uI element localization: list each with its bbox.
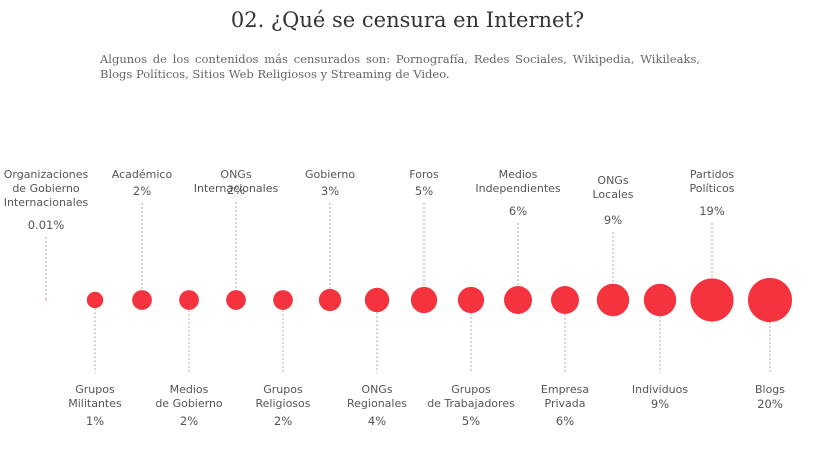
category-label: Regionales xyxy=(347,397,407,410)
bubble xyxy=(364,287,390,313)
category-label: Grupos xyxy=(263,383,303,396)
chart-title: 02. ¿Qué se censura en Internet? xyxy=(230,8,585,32)
bubble xyxy=(226,290,246,310)
category-label: Militantes xyxy=(68,397,122,410)
value-label: 19% xyxy=(699,204,725,218)
category-label: ONGs xyxy=(220,168,251,181)
category-label: Grupos xyxy=(75,383,115,396)
bubble xyxy=(179,290,199,310)
category-label: Partidos xyxy=(690,168,734,181)
bubble xyxy=(132,290,152,310)
category-label: Religiosos xyxy=(256,397,311,410)
category-label: Locales xyxy=(592,188,633,201)
bubble xyxy=(551,286,579,314)
category-label: Empresa xyxy=(541,383,589,396)
value-label: 9% xyxy=(651,397,669,411)
category-label: Independientes xyxy=(475,182,561,195)
value-label: 20% xyxy=(757,397,783,411)
category-label: Grupos xyxy=(451,383,491,396)
value-label: 5% xyxy=(415,184,433,198)
bubble xyxy=(747,277,793,323)
category-label: Blogs xyxy=(755,383,785,396)
category-label: ONGs xyxy=(361,383,392,396)
category-label: de Trabajadores xyxy=(427,397,515,410)
category-label: de Gobierno xyxy=(155,397,223,410)
category-label: Internacionales xyxy=(194,182,279,195)
category-label: de Gobierno xyxy=(12,182,80,195)
bubble xyxy=(273,290,293,310)
category-label: Medios xyxy=(499,168,538,181)
value-label: 0.01% xyxy=(28,218,65,232)
bubble xyxy=(690,278,734,322)
bubble xyxy=(643,283,677,317)
bubble xyxy=(45,299,47,301)
category-label: Gobierno xyxy=(305,168,355,181)
value-label: 1% xyxy=(86,414,104,428)
value-label: 2% xyxy=(133,184,151,198)
bubble xyxy=(318,288,342,312)
value-label: 2% xyxy=(227,183,245,197)
value-label: 6% xyxy=(509,204,527,218)
value-label: 4% xyxy=(368,414,386,428)
category-label: Organizaciones xyxy=(4,168,89,181)
chart-subtitle: Algunos de los contenidos más censurados… xyxy=(100,52,700,81)
value-label: 6% xyxy=(556,414,574,428)
value-label: 3% xyxy=(321,184,339,198)
bubble xyxy=(504,286,532,314)
category-label: Internacionales xyxy=(4,196,89,209)
bubble xyxy=(86,291,104,309)
bubble xyxy=(596,283,630,317)
value-label: 5% xyxy=(462,414,480,428)
bubble xyxy=(457,286,485,314)
category-label: Académico xyxy=(112,168,173,181)
value-label: 9% xyxy=(604,213,622,227)
value-label: 2% xyxy=(274,414,292,428)
category-label: Privada xyxy=(545,397,586,410)
category-label: ONGs xyxy=(597,174,628,187)
category-label: Medios xyxy=(170,383,209,396)
category-label: Foros xyxy=(409,168,439,181)
bubble xyxy=(410,286,438,314)
category-label: Individuos xyxy=(632,383,689,396)
value-label: 2% xyxy=(180,414,198,428)
category-label: Políticos xyxy=(690,182,735,195)
